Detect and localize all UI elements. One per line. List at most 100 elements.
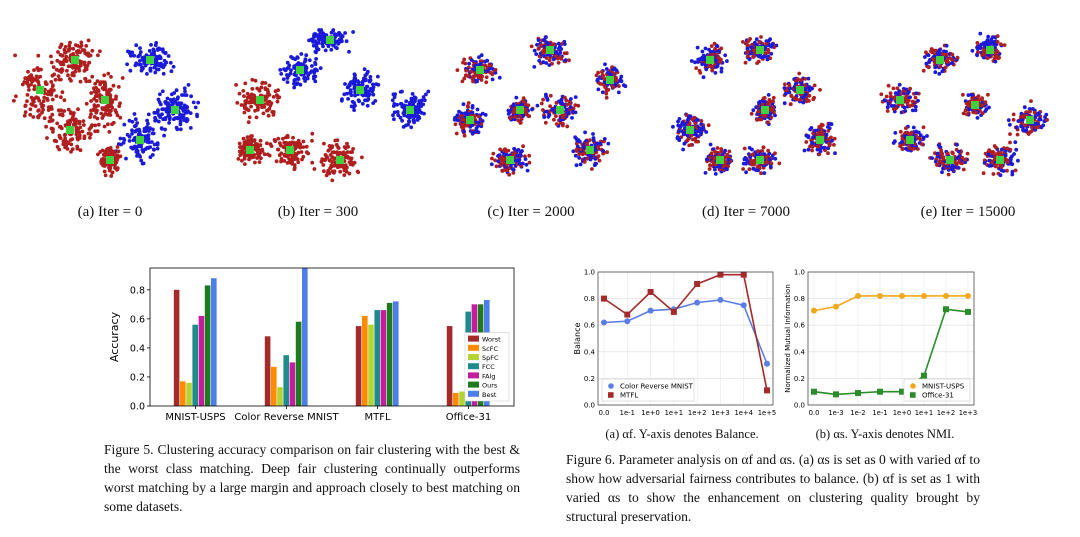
data-point: [965, 308, 971, 315]
tsne-panel-a: [12, 38, 201, 178]
data-point: [943, 306, 949, 313]
legend-label: Best: [482, 391, 497, 399]
bar-worst: [355, 326, 362, 406]
bar-spfc: [277, 387, 283, 406]
legend-marker: [910, 383, 916, 389]
y-tick-label: 0.0: [130, 402, 145, 413]
bar-fcc: [283, 355, 289, 406]
data-point: [965, 292, 971, 299]
legend-label: Office-31: [922, 392, 954, 400]
bar-best: [393, 301, 399, 406]
data-point: [740, 271, 747, 278]
nmi-line-chart: 0.00.20.40.60.81.00.0 1e-3 1e-2 1e-1 1e+0 1e+…: [784, 269, 977, 418]
cluster-center-marker: [761, 106, 769, 114]
tsne-caption-e: (e) Iter = 15000: [920, 204, 1016, 220]
legend-label: FAlg: [482, 372, 496, 380]
y-tick-label: 0.0: [794, 402, 805, 410]
x-tick-label: MNIST-USPS: [165, 412, 225, 423]
cluster-center-marker: [101, 96, 109, 104]
cluster-center-marker: [246, 146, 254, 154]
bar-ours: [295, 321, 302, 406]
cluster-center-marker: [326, 36, 334, 44]
tsne-caption-d: (d) Iter = 7000: [701, 204, 790, 220]
legend-label: MNIST-USPS: [922, 383, 965, 391]
figure5-caption: Figure 5. Clustering accuracy comparison…: [104, 442, 520, 514]
cluster-center-marker: [896, 96, 904, 104]
tsne-caption-c: (c) Iter = 2000: [487, 204, 575, 220]
y-tick-label: 0.4: [794, 348, 806, 356]
bar-fcc: [374, 310, 380, 406]
bar-scfc: [180, 381, 186, 406]
cluster-center-marker: [336, 156, 344, 164]
cluster-center-marker: [996, 156, 1004, 164]
data-point: [811, 307, 817, 314]
x-tick-label: 1e+0: [893, 409, 912, 417]
bar-falg: [380, 310, 387, 406]
y-tick-label: 0.8: [794, 295, 805, 303]
bar-spfc: [186, 382, 192, 406]
tsne-caption-a: (a) Iter = 0: [77, 204, 143, 220]
data-point: [694, 280, 701, 287]
x-tick-label: 0.0: [599, 409, 610, 417]
bar-falg: [289, 362, 296, 406]
x-tick-label: MTFL: [364, 412, 390, 423]
tsne-panel-c: [452, 35, 628, 177]
tsne-panel-b: [234, 28, 431, 183]
figure6-subcaption-a: (a) αf. Y-axis denotes Balance.: [605, 427, 759, 441]
x-tick-label: 1e+5: [758, 409, 777, 417]
data-point: [601, 295, 607, 302]
bar-falg: [198, 315, 205, 406]
y-axis-label: Accuracy: [108, 311, 121, 362]
x-tick-label: 1e-3: [828, 409, 843, 417]
data-point: [855, 292, 861, 299]
cluster-center-marker: [146, 56, 154, 64]
bar-ours: [204, 285, 211, 406]
bar-worst: [173, 289, 180, 406]
cluster-center-marker: [476, 66, 484, 74]
cluster-center-marker: [466, 116, 474, 124]
bar-best: [211, 278, 217, 406]
legend-label: MTFL: [620, 392, 638, 400]
bar-spfc: [459, 391, 465, 406]
cluster-center-marker: [756, 156, 764, 164]
data-point: [764, 360, 770, 367]
data-point: [921, 372, 927, 379]
data-point: [647, 288, 654, 295]
plot-frame: [597, 271, 774, 406]
series-line-office-31: [813, 308, 969, 396]
legend-swatch: [468, 344, 479, 351]
data-point: [833, 303, 839, 310]
legend-label: FCC: [482, 363, 495, 371]
x-tick-label: 1e+2: [688, 409, 707, 417]
legend-marker: [608, 392, 614, 398]
cluster-center-marker: [756, 46, 764, 54]
data-point: [717, 296, 724, 303]
cluster-center-marker: [606, 76, 614, 84]
bar-worst: [446, 326, 453, 406]
legend-label: Worst: [482, 336, 501, 344]
legend-swatch: [468, 372, 479, 379]
tsne-panel-e: [879, 31, 1049, 178]
cluster-center-marker: [136, 136, 144, 144]
cluster-center-marker: [816, 136, 824, 144]
data-point: [855, 390, 861, 397]
figure6-subcaption-b: (b) αs. Y-axis denotes NMI.: [815, 427, 955, 441]
data-point: [670, 308, 677, 315]
y-axis-label: Balance: [573, 322, 582, 354]
y-tick-label: 1.0: [794, 269, 805, 277]
cluster-center-marker: [286, 146, 294, 154]
y-axis-label: Normalized Mutual Information: [784, 284, 792, 393]
bar-scfc: [453, 392, 459, 406]
cluster-center-marker: [506, 156, 514, 164]
cluster-center-marker: [586, 146, 594, 154]
tsne-panel-d: [671, 35, 837, 176]
data-point: [833, 391, 839, 398]
tsne-caption-b: (b) Iter = 300: [277, 204, 359, 220]
data-point: [624, 311, 631, 318]
figure6-caption: Figure 6. Parameter analysis on αf and α…: [566, 452, 980, 524]
cluster-center-marker: [66, 126, 74, 134]
cluster-center-marker: [71, 56, 79, 64]
y-tick-label: 0.2: [584, 375, 595, 383]
cluster-center-marker: [716, 156, 724, 164]
y-tick-label: 0.8: [584, 295, 595, 303]
